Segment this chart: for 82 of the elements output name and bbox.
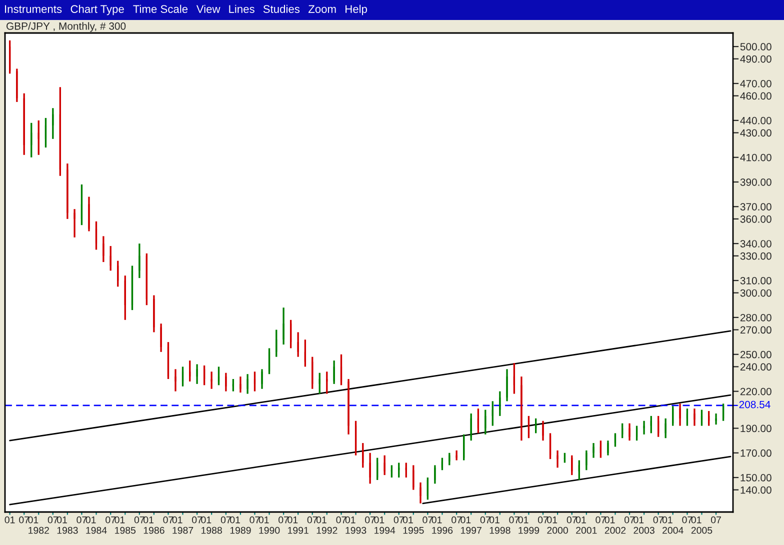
text: Time Scale <box>133 4 188 13</box>
x-tick-label: 01 1983 <box>57 516 78 534</box>
x-tick-label: 07 <box>220 516 231 524</box>
y-tick-label: 240.00 <box>740 363 772 371</box>
y-tick-label: 140.00 <box>740 486 772 494</box>
x-tick-label: 07 <box>250 516 260 524</box>
y-tick-label: 190.00 <box>740 424 772 432</box>
y-tick-label: 280.00 <box>740 314 772 322</box>
x-tick-label: 07 <box>596 516 606 524</box>
x-tick-label: 01 1997 <box>460 516 482 534</box>
x-tick-label: 07 <box>566 516 577 524</box>
x-tick-label: 01 2000 <box>547 516 568 534</box>
x-tick-label: 01 1982 <box>28 516 49 534</box>
x-tick-label: 07 <box>422 516 433 524</box>
x-tick-label: 01 2003 <box>634 516 654 534</box>
x-tick-label: 07 <box>480 516 490 524</box>
x-tick-label: 07 <box>307 516 318 524</box>
text: Chart Type <box>70 4 124 16</box>
text: View <box>196 4 220 13</box>
x-tick-label: 01 1991 <box>288 516 308 534</box>
x-tick-label: 07 <box>653 516 664 524</box>
x-tick-label: 07 <box>336 516 346 524</box>
x-tick-label: 01 1989 <box>230 516 251 534</box>
y-tick-label: 500.00 <box>740 43 772 50</box>
x-tick-label: 07 <box>278 516 288 524</box>
text: Help <box>346 4 368 16</box>
x-tick-label: 07 <box>711 516 721 524</box>
x-tick-label: 01 1985 <box>114 516 136 534</box>
x-tick-label: 01 1998 <box>489 516 510 534</box>
y-tick-label: 430.00 <box>740 129 772 137</box>
x-tick-label: 01 2005 <box>691 516 712 534</box>
x-tick-label: 07 <box>163 516 174 524</box>
x-tick-label: 07 <box>19 516 30 524</box>
y-tick-label: 150.00 <box>740 474 772 482</box>
y-tick-label: 170.00 <box>740 449 772 457</box>
text: Instruments <box>5 5 62 13</box>
x-tick-label: 01 1999 <box>518 516 540 534</box>
y-tick-label: 310.00 <box>740 277 772 284</box>
x-tick-label: 07 <box>365 516 375 524</box>
x-tick-label: 07 <box>509 516 520 524</box>
x-tick-label: 01 1984 <box>86 516 107 534</box>
y-tick-label: 410.00 <box>740 154 772 162</box>
y-tick-label: 470.00 <box>740 80 772 88</box>
y-tick-label: 370.00 <box>740 203 772 210</box>
x-tick-label: 07 <box>106 516 116 524</box>
ref-line-label: 208.54 <box>739 400 770 408</box>
y-tick-label: 340.00 <box>740 240 772 248</box>
x-tick-label: 07 <box>48 516 58 524</box>
x-tick-label: 01 2002 <box>604 516 626 534</box>
x-tick-label: 07 <box>394 516 404 524</box>
text: Zoom <box>308 5 336 13</box>
x-tick-label: 01 2004 <box>662 516 684 534</box>
y-tick-label: 220.00 <box>740 388 772 396</box>
x-tick-label: 01 1993 <box>345 516 366 534</box>
x-tick-label: 07 <box>538 516 548 524</box>
text: Studies <box>263 4 300 13</box>
chart-title: GBP/JPY , Monthly, # 300 <box>6 22 126 32</box>
x-tick-label: 07 <box>682 516 692 524</box>
y-tick-label: 460.00 <box>740 92 772 100</box>
x-tick-label: 01 1987 <box>172 516 194 534</box>
y-tick-label: 440.00 <box>740 116 772 124</box>
x-tick-label: 01 1990 <box>258 516 280 534</box>
text: Lines <box>229 4 254 13</box>
y-tick-label: 330.00 <box>740 252 772 260</box>
x-tick-label: 07 <box>192 516 202 524</box>
y-tick-label: 300.00 <box>740 289 772 297</box>
x-tick-label: 01 1986 <box>144 516 164 534</box>
y-tick-label: 360.00 <box>740 215 772 223</box>
x-tick-label: 01 2001 <box>576 516 597 534</box>
x-tick-label: 07 <box>134 516 144 524</box>
x-tick-label: 01 1992 <box>316 516 338 534</box>
x-tick-label: 01 <box>4 516 15 524</box>
y-tick-label: 250.00 <box>740 350 772 358</box>
y-tick-label: 490.00 <box>740 55 772 63</box>
x-tick-label: 01 1988 <box>201 516 222 534</box>
x-tick-label: 07 <box>452 516 462 524</box>
y-tick-label: 270.00 <box>740 326 772 334</box>
x-tick-label: 01 1995 <box>402 516 424 534</box>
y-tick-label: 390.00 <box>740 178 772 186</box>
x-tick-label: 07 <box>76 516 87 524</box>
x-tick-label: 07 <box>624 516 634 524</box>
x-tick-label: 01 1996 <box>432 516 453 534</box>
